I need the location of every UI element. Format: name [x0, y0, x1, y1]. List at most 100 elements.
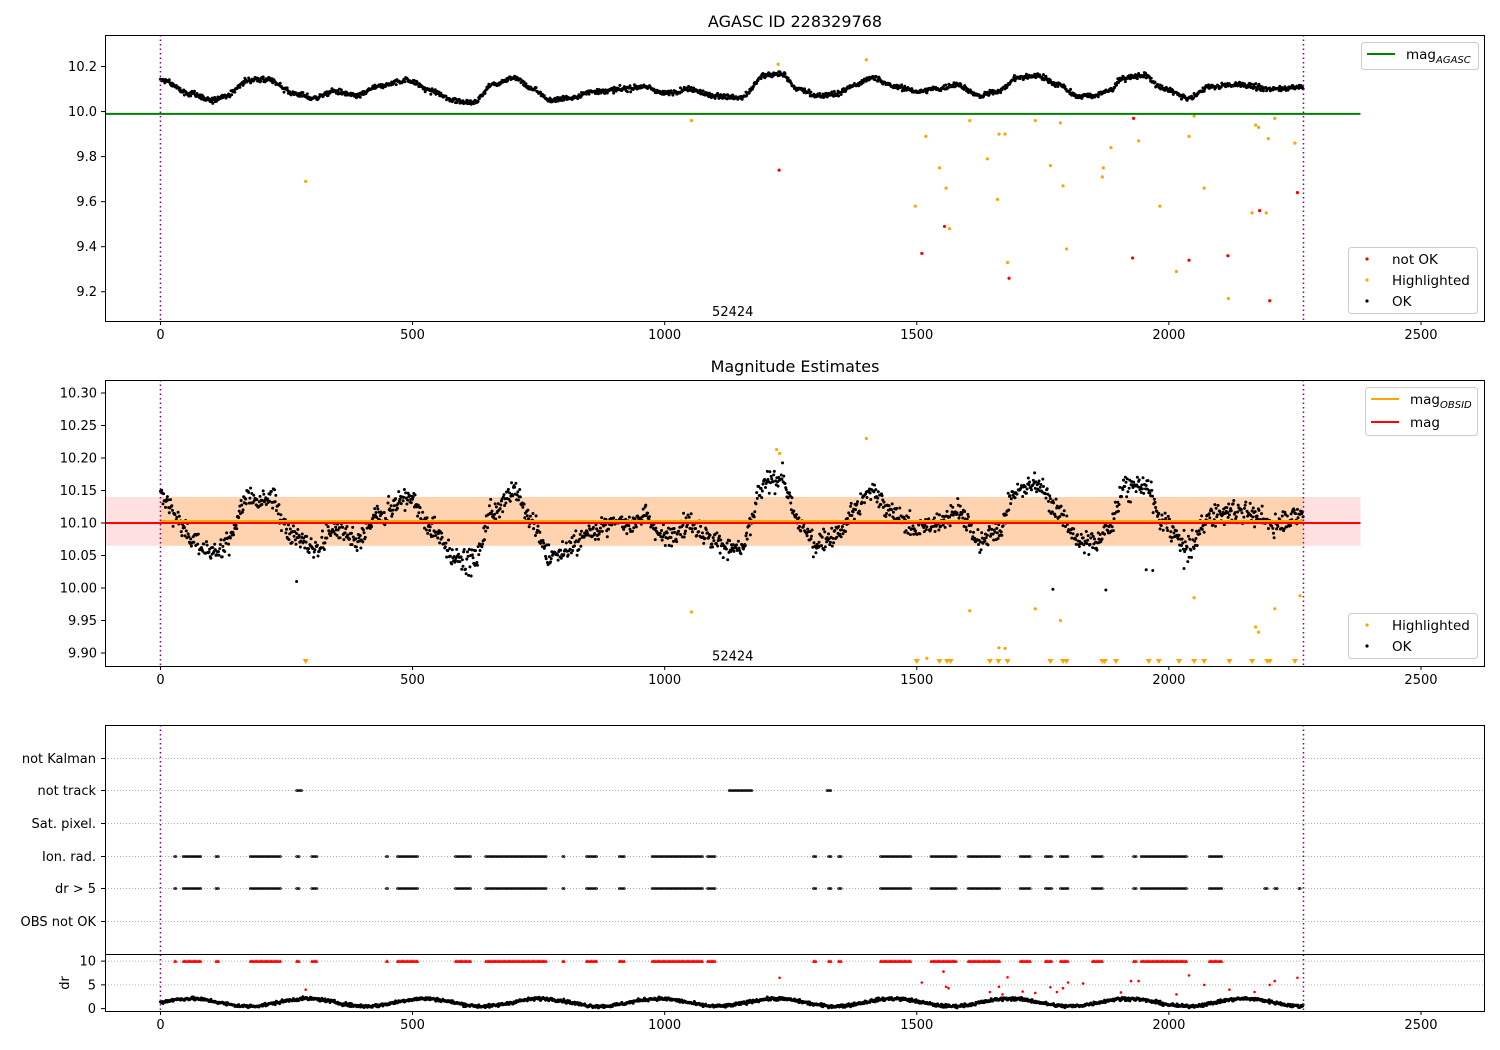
highlighted-point [1273, 607, 1277, 611]
ok-point [161, 502, 165, 506]
ok-point [600, 516, 604, 520]
ok-point [782, 474, 786, 478]
ok-point [362, 531, 366, 535]
ok-point [585, 530, 589, 534]
ok-point [925, 91, 929, 95]
ok-point [525, 514, 529, 518]
highlighted-point [1257, 125, 1261, 129]
ok-point [443, 545, 447, 549]
ok-point [1034, 480, 1038, 484]
ok-point [769, 474, 773, 478]
legend-magnitude-lower: Highlighted OK [1348, 613, 1478, 659]
ok-point [1021, 494, 1025, 498]
ok-point [1166, 528, 1170, 532]
ok-point [1052, 501, 1056, 505]
ok-point [1260, 512, 1264, 516]
below-range-marker [1145, 659, 1152, 664]
x-tick-label: 2500 [1404, 673, 1437, 688]
ok-point [849, 501, 853, 505]
ok-point [237, 509, 241, 513]
ok-point [748, 533, 752, 537]
ok-point [1062, 513, 1066, 517]
ok-point [467, 573, 471, 577]
ok-point [849, 504, 853, 508]
ok-point [475, 563, 479, 567]
ok-point [189, 94, 193, 98]
ok-point [569, 541, 573, 545]
ok-point [523, 516, 527, 520]
ok-point [1087, 552, 1091, 556]
highlighted-point [1003, 646, 1007, 651]
ok-point [527, 517, 531, 521]
ok-point [218, 542, 222, 546]
ok-point [761, 72, 765, 76]
highlighted-point [925, 656, 929, 660]
ok-point [1015, 492, 1019, 496]
highlighted-point [1257, 630, 1261, 634]
ok-point [784, 488, 788, 492]
ok-point [873, 78, 877, 82]
ok-point [809, 537, 813, 541]
ok-point [908, 509, 912, 513]
ok-point [1048, 494, 1052, 498]
highlighted-point [1250, 211, 1254, 215]
ok-point [1195, 529, 1199, 533]
y-tick-label: 9.4 [76, 240, 97, 255]
ok-point [660, 528, 664, 532]
ok-point [1090, 532, 1094, 536]
ok-point [627, 515, 631, 519]
ok-point [1178, 549, 1182, 553]
not-ok-point [1130, 256, 1135, 260]
ok-point [1234, 515, 1238, 519]
ok-point [1254, 82, 1258, 86]
ok-point [598, 526, 602, 530]
ok-point [884, 514, 888, 518]
ok-point [539, 90, 543, 94]
ok-point [743, 544, 747, 548]
ok-point [481, 542, 485, 546]
ok-point [521, 505, 525, 509]
ok-point [906, 531, 910, 535]
ok-point [1065, 514, 1069, 518]
ok-point [1086, 534, 1090, 538]
ok-point [767, 491, 771, 495]
ok-point [907, 516, 911, 520]
ok-point [571, 549, 575, 553]
below-range-marker [1291, 659, 1298, 664]
ok-point [467, 547, 471, 551]
ok-point [725, 541, 729, 545]
ok-point [1086, 538, 1090, 542]
ok-point [1159, 523, 1163, 527]
ok-point [937, 528, 941, 532]
ok-point [1174, 529, 1178, 533]
y-tick-label: 10.15 [60, 484, 97, 499]
ok-point [1166, 514, 1170, 518]
ok-point [189, 537, 193, 541]
ok-point [577, 547, 581, 551]
ok-point [171, 524, 175, 528]
ok-point [835, 535, 839, 539]
ok-point [579, 529, 583, 533]
ok-point [578, 537, 582, 541]
ok-point [1097, 537, 1101, 541]
ok-point [428, 529, 432, 533]
ok-point [711, 545, 715, 549]
ok-point [697, 530, 701, 534]
highlighted-point [985, 157, 989, 161]
highlighted-point [1293, 141, 1297, 145]
ok-point [354, 537, 358, 541]
ok-point [209, 556, 213, 560]
y-tick-label: 10.20 [60, 452, 97, 467]
ok-point [1033, 471, 1037, 475]
ok-point [294, 542, 298, 546]
ok-point [1149, 480, 1153, 484]
panel-magnitude-title: Magnitude Estimates [711, 357, 880, 376]
ok-point [382, 510, 386, 514]
ok-point [856, 500, 860, 504]
ok-point [269, 490, 273, 494]
ok-point [204, 540, 208, 544]
ok-point [575, 553, 579, 557]
ok-point [701, 89, 705, 93]
ok-point [478, 549, 482, 553]
ok-point [220, 555, 224, 559]
